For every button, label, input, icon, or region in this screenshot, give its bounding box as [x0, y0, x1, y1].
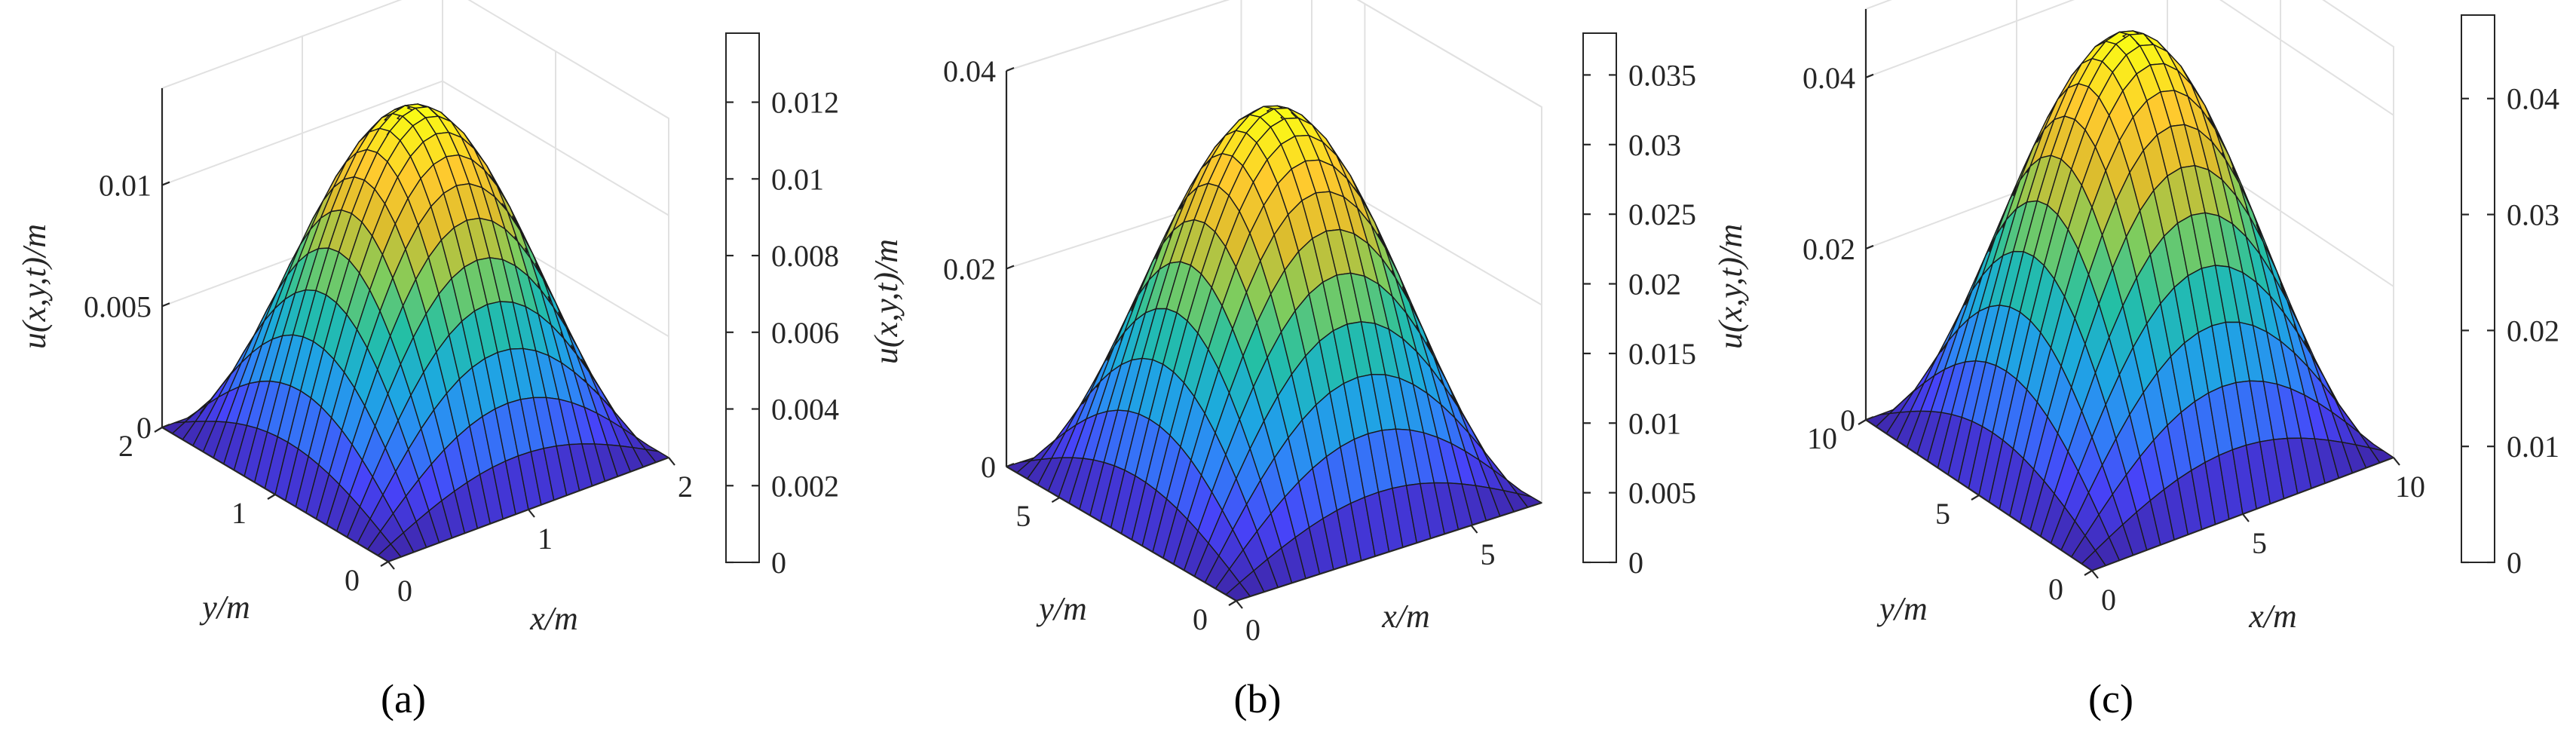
y-tick-mark — [267, 494, 276, 500]
z-tick-mark — [1006, 265, 1015, 270]
chart-panel-a: 00.0050.01012012u(x,y,t)/mx/my/m00.0020.… — [16, 0, 839, 721]
z-tick-mark — [1865, 73, 1874, 78]
y-tick-mark — [1228, 600, 1237, 606]
colorbar: 0 0.01 0.02 0.03 0.04 — [2461, 14, 2559, 580]
x-axis-label: x/m — [529, 600, 578, 637]
colorbar-tick-label: 0.005 — [1628, 476, 1696, 510]
z-tick-label: 0.01 — [99, 169, 152, 203]
colorbar: 0 0.005 0.01 0.015 0.02 0.025 0.03 0.035 — [1582, 32, 1696, 580]
z-tick-label: 0 — [981, 450, 996, 484]
x-tick-label: 0 — [2101, 583, 2116, 617]
colorbar-tick-label: 0.01 — [1628, 406, 1681, 440]
colorbar-gradient — [2461, 14, 2495, 563]
x-axis-line — [1236, 501, 1542, 602]
z-tick-label: 0.02 — [943, 253, 996, 286]
colorbar-gradient — [1582, 32, 1617, 563]
z-tick-label: 0.04 — [1803, 61, 1855, 95]
y-axis-label: y/m — [1036, 590, 1087, 627]
z-tick-label: 0.005 — [84, 289, 152, 323]
x-tick-mark — [1236, 600, 1243, 609]
z-tick-label: 0 — [136, 411, 152, 445]
x-tick-mark — [2242, 513, 2250, 522]
surface-mesh — [161, 103, 669, 562]
x-tick-label: 2 — [678, 470, 693, 504]
z-tick-label: 0 — [1840, 403, 1855, 437]
surface-mesh — [1865, 30, 2394, 571]
y-tick-label: 5 — [1015, 499, 1031, 533]
colorbar-tick-label: 0.01 — [2507, 430, 2559, 464]
colorbar-tick-label: 0.01 — [771, 162, 824, 196]
z-tick-mark — [1865, 415, 1874, 421]
x-tick-mark — [1470, 525, 1478, 534]
x-tick-mark — [2393, 457, 2400, 466]
x-axis-label: x/m — [2248, 598, 2297, 635]
x-tick-mark — [528, 509, 535, 518]
x-axis-label: x/m — [1381, 598, 1430, 635]
surface-mesh — [1006, 105, 1542, 602]
z-tick-label: 0.04 — [943, 54, 996, 88]
colorbar-tick-label: 0.02 — [2507, 314, 2559, 348]
y-tick-mark — [2084, 570, 2093, 576]
colorbar-tick-label: 0.02 — [1628, 268, 1681, 302]
y-tick-label: 2 — [118, 429, 133, 463]
panel-label: (a) — [381, 676, 426, 721]
y-tick-mark — [380, 561, 389, 567]
colorbar-tick-label: 0.03 — [1628, 128, 1681, 162]
z-axis-label: u(x,y,t)/m — [1712, 224, 1749, 349]
x-tick-label: 5 — [2252, 526, 2267, 560]
z-tick-mark — [1006, 66, 1015, 72]
colorbar-tick-label: 0.03 — [2507, 198, 2559, 232]
y-tick-mark — [1971, 495, 1980, 501]
colorbar-gradient — [725, 32, 760, 563]
y-axis-line — [1006, 466, 1237, 602]
panel-label: (c) — [2088, 676, 2133, 721]
colorbar-tick-label: 0 — [771, 546, 786, 580]
y-tick-mark — [1858, 419, 1867, 425]
z-tick-mark — [161, 181, 170, 186]
y-tick-label: 1 — [231, 496, 247, 530]
z-tick-mark — [1865, 244, 1874, 250]
colorbar-tick-label: 0.04 — [2507, 82, 2559, 116]
colorbar-tick-label: 0.025 — [1628, 198, 1696, 231]
colorbar-tick-label: 0.035 — [1628, 58, 1696, 92]
z-axis-label: u(x,y,t)/m — [868, 239, 905, 364]
z-tick-mark — [1006, 462, 1015, 468]
colorbar-tick-label: 0.004 — [771, 393, 839, 427]
x-tick-mark — [387, 561, 395, 570]
y-tick-label: 5 — [1935, 497, 1950, 531]
y-axis-label: y/m — [199, 589, 250, 626]
x-tick-label: 1 — [538, 522, 553, 556]
colorbar-tick-label: 0 — [1628, 546, 1643, 580]
y-tick-label: 0 — [2048, 572, 2063, 606]
z-tick-mark — [161, 302, 170, 308]
y-tick-mark — [1051, 497, 1060, 504]
x-tick-label: 0 — [1245, 613, 1260, 647]
x-tick-label: 10 — [2395, 470, 2425, 504]
colorbar-tick-label: 0.008 — [771, 239, 839, 273]
colorbar-tick-label: 0.012 — [771, 86, 839, 120]
y-tick-label: 0 — [1193, 602, 1208, 636]
z-gridline — [1006, 0, 1542, 108]
z-tick-label: 0.02 — [1803, 232, 1855, 266]
z-tick-mark — [161, 423, 170, 429]
panel-label: (b) — [1234, 676, 1282, 721]
y-tick-label: 10 — [1807, 421, 1837, 455]
x-tick-mark — [2091, 570, 2099, 579]
colorbar-tick-label: 0 — [2507, 546, 2522, 580]
chart-panel-c: 00.020.0405100510u(x,y,t)/mx/my/m00.010.… — [1712, 0, 2559, 721]
x-tick-label: 0 — [397, 574, 412, 608]
chart-panel-b: 00.020.040505u(x,y,t)/mx/my/m00.0050.010… — [868, 0, 1696, 721]
colorbar-tick-label: 0.015 — [1628, 337, 1696, 371]
colorbar-tick-label: 0.006 — [771, 316, 839, 350]
y-tick-label: 0 — [345, 563, 360, 597]
x-tick-label: 5 — [1481, 537, 1496, 571]
y-axis-label: y/m — [1876, 590, 1928, 627]
y-tick-mark — [154, 427, 163, 433]
z-gridline — [1865, 0, 2394, 116]
x-tick-mark — [668, 457, 675, 466]
colorbar-tick-label: 0.002 — [771, 469, 839, 503]
z-axis-label: u(x,y,t)/m — [16, 224, 53, 349]
colorbar: 0 0.002 0.004 0.006 0.008 0.01 0.012 — [725, 32, 839, 580]
